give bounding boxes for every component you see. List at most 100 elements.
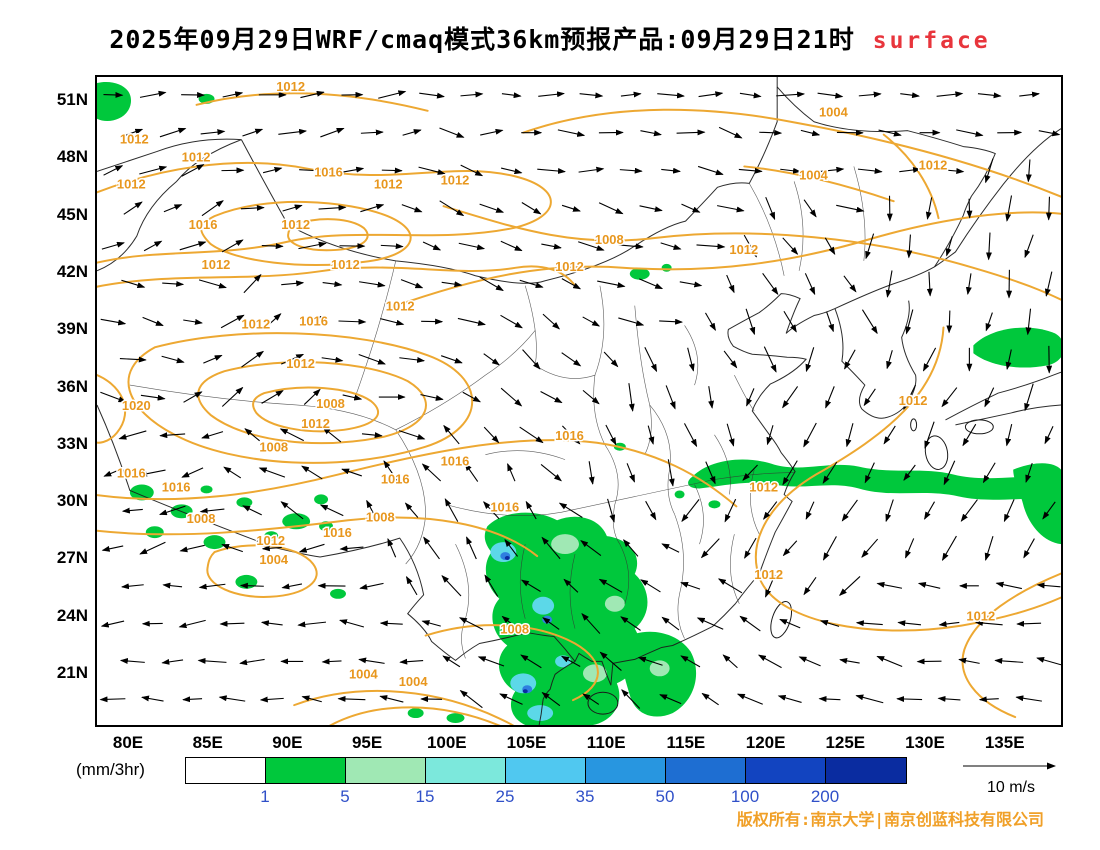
wind-arrow	[994, 657, 1024, 664]
wind-arrow	[281, 583, 303, 590]
wind-arrow	[701, 692, 719, 706]
isobar-label: 1012	[301, 416, 330, 431]
wind-arrow	[1003, 499, 1015, 523]
colorbar-tick-label: 50	[655, 787, 675, 806]
wind-arrow	[401, 204, 423, 213]
wind-arrow	[839, 657, 860, 664]
wind-arrow	[886, 350, 893, 370]
wind-arrow	[341, 468, 362, 477]
wind-arrow	[626, 463, 635, 483]
wind-arrow	[423, 536, 440, 560]
wind-arrow	[640, 130, 662, 137]
lat-tick-label: 45N	[56, 204, 88, 224]
wind-arrow	[399, 356, 426, 363]
colorbar-tick-label: 200	[810, 787, 840, 806]
wind-arrow	[905, 309, 914, 335]
wind-arrow	[260, 620, 283, 627]
wind-arrow	[822, 461, 838, 484]
wind-arrow	[924, 501, 935, 520]
isobar-label: 1016	[299, 313, 328, 328]
wind-arrow	[242, 128, 264, 137]
wind-arrow	[941, 535, 957, 561]
wind-arrow	[520, 654, 542, 669]
wind-arrow	[179, 241, 207, 251]
wind-arrow	[561, 278, 582, 290]
wind-arrow	[974, 620, 1003, 627]
wind-arrow	[598, 578, 623, 593]
wind-arrow	[582, 693, 600, 705]
wind-arrow	[340, 166, 365, 173]
wind-arrow	[159, 127, 187, 138]
wind-arrow	[588, 461, 595, 485]
wind-arrow	[841, 499, 858, 522]
wind-scale-legend: 10 m/s	[958, 757, 1064, 805]
isobar-label: 1012	[919, 157, 948, 172]
wind-arrow	[782, 237, 799, 255]
wind-arrow	[899, 167, 921, 173]
wind-arrow	[581, 612, 601, 634]
wind-arrow	[442, 655, 461, 668]
wind-arrow	[938, 621, 960, 627]
wind-arrow	[823, 536, 837, 561]
wind-arrow	[1024, 234, 1034, 259]
wind-arrow	[985, 312, 993, 332]
wind-arrow	[903, 464, 916, 481]
wind-arrow	[522, 349, 541, 370]
wind-arrow	[941, 387, 958, 408]
wind-arrow	[825, 386, 835, 409]
colorbar-tick-label: 5	[340, 787, 350, 806]
lon-tick-label: 85E	[192, 733, 223, 752]
wind-arrow	[466, 536, 477, 560]
wind-arrow	[119, 658, 145, 664]
wind-arrow	[937, 695, 961, 702]
wind-arrow	[782, 386, 799, 409]
wind-arrow	[161, 658, 184, 665]
wind-arrow	[542, 313, 561, 330]
wind-arrow	[558, 502, 583, 518]
wind-arrow	[162, 280, 185, 287]
copyright-text: 版权所有:南京大学|南京创蓝科技有限公司	[736, 810, 1044, 829]
wind-arrow	[358, 657, 385, 664]
wind-arrow	[885, 270, 893, 298]
wind-arrow	[103, 468, 122, 477]
isobars-layer	[97, 92, 1061, 725]
wind-arrow	[139, 469, 166, 477]
wind-arrow	[262, 166, 283, 174]
wind-arrow	[878, 129, 902, 137]
wind-arrow	[358, 353, 386, 365]
wind-arrow	[718, 126, 743, 139]
isobar-label: 1016	[162, 479, 191, 494]
isobar-label: 1012	[182, 149, 211, 164]
wind-arrow	[322, 281, 343, 287]
isobar-label: 1012	[749, 479, 778, 494]
wind-arrow	[418, 166, 446, 175]
wind-arrow	[198, 583, 226, 590]
wind-arrow	[977, 92, 1002, 99]
isobar-label: 1004	[399, 674, 429, 689]
wind-arrow	[501, 615, 521, 632]
wind-arrow	[161, 355, 185, 364]
wind-arrow	[261, 545, 282, 552]
wind-arrow	[800, 129, 821, 137]
isobar-labels-layer: 1012 1004 1012 1012 1016 1012 1012 1012 1004 1012…	[115, 77, 996, 690]
wind-arrow	[676, 129, 706, 136]
wind-arrow	[680, 582, 701, 590]
wind-arrow	[298, 241, 327, 250]
wind-arrow	[501, 92, 522, 99]
wind-arrow	[857, 167, 883, 174]
wind-arrow	[745, 308, 756, 336]
wind-arrow	[1025, 308, 1032, 336]
isobar-label: 1016	[441, 454, 470, 469]
chart-title-main: 2025年09月29日WRF/cmaq模式36km预报产品:09月29日21时	[109, 25, 855, 54]
lon-tick-label: 115E	[666, 733, 706, 752]
wind-arrow	[162, 582, 183, 589]
wind-arrow	[897, 620, 922, 627]
wind-arrow	[563, 578, 579, 593]
wind-arrow	[844, 349, 856, 370]
wind-arrow	[960, 499, 978, 522]
lat-tick-label: 24N	[56, 605, 88, 625]
wind-arrow	[99, 696, 126, 703]
colorbar-tick-label: 15	[415, 787, 435, 806]
wind-arrow	[984, 387, 995, 408]
wind-arrow	[178, 619, 206, 629]
